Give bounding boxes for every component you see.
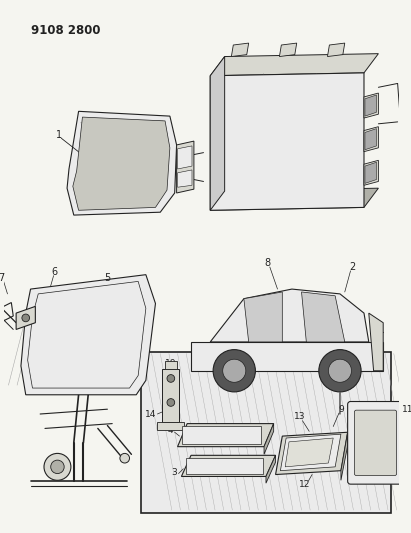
- Polygon shape: [210, 289, 369, 342]
- Text: 4: 4: [167, 426, 173, 435]
- Polygon shape: [181, 455, 276, 477]
- Circle shape: [319, 350, 361, 392]
- Circle shape: [167, 375, 175, 382]
- Polygon shape: [182, 426, 261, 444]
- Polygon shape: [165, 361, 177, 369]
- Text: 7: 7: [0, 272, 5, 282]
- Text: 13: 13: [294, 413, 305, 422]
- Polygon shape: [186, 458, 263, 474]
- Polygon shape: [280, 434, 341, 471]
- Polygon shape: [365, 95, 376, 116]
- Polygon shape: [162, 369, 180, 422]
- Bar: [141, 352, 391, 513]
- FancyBboxPatch shape: [348, 401, 403, 484]
- Polygon shape: [178, 424, 274, 447]
- Circle shape: [120, 454, 129, 463]
- Polygon shape: [341, 432, 348, 480]
- Polygon shape: [231, 43, 249, 56]
- Text: 2: 2: [349, 262, 356, 272]
- Polygon shape: [16, 306, 35, 329]
- Circle shape: [223, 359, 246, 382]
- Text: 1: 1: [56, 131, 62, 140]
- Polygon shape: [276, 432, 348, 474]
- Polygon shape: [328, 43, 345, 56]
- Polygon shape: [178, 146, 192, 169]
- Circle shape: [51, 460, 64, 474]
- Polygon shape: [157, 422, 184, 430]
- Polygon shape: [210, 56, 225, 211]
- Polygon shape: [177, 141, 194, 193]
- Text: 9108 2800: 9108 2800: [30, 24, 100, 37]
- Text: 9: 9: [338, 405, 344, 414]
- Text: 8: 8: [265, 258, 271, 268]
- Polygon shape: [191, 342, 383, 371]
- Circle shape: [328, 359, 351, 382]
- Text: 5: 5: [104, 272, 111, 282]
- Text: 14: 14: [145, 409, 156, 418]
- Polygon shape: [210, 73, 364, 211]
- Polygon shape: [365, 162, 376, 183]
- Polygon shape: [67, 111, 177, 215]
- FancyBboxPatch shape: [354, 410, 397, 475]
- Polygon shape: [210, 54, 379, 76]
- Polygon shape: [364, 160, 379, 185]
- Circle shape: [167, 399, 175, 406]
- Polygon shape: [279, 43, 297, 56]
- Polygon shape: [264, 424, 274, 454]
- Text: 12: 12: [299, 480, 310, 489]
- Polygon shape: [369, 313, 383, 371]
- Text: 10: 10: [165, 359, 177, 368]
- Polygon shape: [244, 292, 282, 342]
- Text: 3: 3: [171, 468, 177, 477]
- Polygon shape: [266, 455, 276, 483]
- Polygon shape: [21, 274, 155, 395]
- Text: 6: 6: [51, 267, 58, 277]
- Circle shape: [213, 350, 255, 392]
- Text: 11: 11: [402, 405, 411, 414]
- Polygon shape: [178, 170, 192, 187]
- Polygon shape: [285, 438, 333, 467]
- Polygon shape: [365, 128, 376, 150]
- Polygon shape: [364, 127, 379, 152]
- Polygon shape: [302, 292, 345, 342]
- Polygon shape: [364, 93, 379, 118]
- Circle shape: [44, 454, 71, 480]
- Polygon shape: [210, 188, 379, 211]
- Polygon shape: [73, 117, 170, 211]
- Circle shape: [22, 314, 30, 322]
